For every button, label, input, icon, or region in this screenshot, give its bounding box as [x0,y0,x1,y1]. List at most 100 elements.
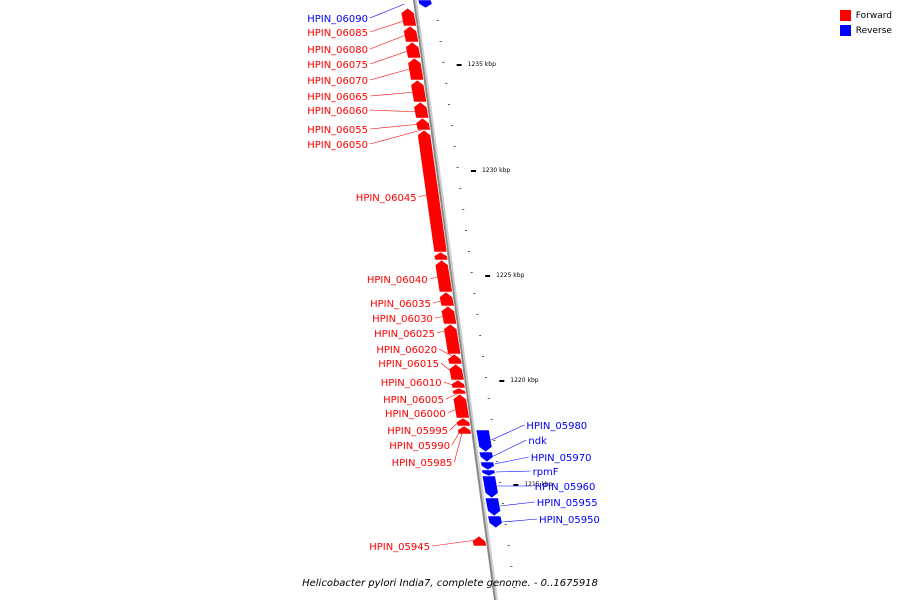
gene-block [410,79,428,103]
leader-line [491,424,525,441]
minor-tick [465,230,468,231]
gene-block [440,305,458,325]
gene-block [400,7,417,27]
leader-line [418,193,431,198]
minor-tick [482,356,485,357]
minor-tick [504,524,507,525]
kbp-tick-label: 1225 kbp [496,272,524,279]
gene-label: HPIN_06035 [370,299,431,310]
gene-label: HPIN_05960 [535,482,596,493]
minor-tick [442,62,445,63]
gene-label: HPIN_05955 [537,498,598,509]
gene-block [417,0,433,9]
gene-block [456,417,471,427]
gene-label: HPIN_06045 [356,193,417,204]
minor-tick [496,461,499,462]
leader-line [438,348,453,357]
kbp-tick [499,380,505,382]
gene-block [472,535,488,547]
legend: Forward Reverse [839,8,892,38]
gene-block [452,393,470,419]
minor-tick [513,587,516,588]
legend-reverse: Reverse [839,23,892,38]
leader-line [369,3,405,19]
gene-block [413,101,430,119]
leader-line [500,501,535,507]
gene-block [439,291,455,307]
gene-label: rpmF [533,467,559,478]
leader-line [493,439,527,457]
gene-label: HPIN_06090 [307,14,368,25]
leader-line [449,419,461,431]
gene-label: HPIN_06010 [381,378,442,389]
leader-line [369,129,422,145]
kbp-tick-label: 1230 kbp [482,167,510,174]
minor-tick [470,272,473,273]
gene-block [475,429,493,453]
gene-block [434,259,453,293]
genome-caption: Helicobacter pylori India7, complete gen… [302,578,598,589]
minor-tick [450,125,453,126]
gene-label: HPIN_06000 [385,409,446,420]
kbp-tick [513,484,519,486]
minor-tick [445,83,448,84]
gene-label: HPIN_05995 [387,426,448,437]
kbp-tick [456,64,462,66]
minor-tick [490,419,493,420]
leader-line [369,123,421,130]
minor-tick [499,482,502,483]
gene-label: HPIN_06030 [372,314,433,325]
gene-block [403,25,420,43]
kbp-tick [470,170,476,172]
gene-block [448,363,465,381]
minor-tick [459,188,462,189]
minor-tick [453,146,456,147]
gene-label: HPIN_05990 [389,441,450,452]
gene-block [481,475,499,499]
minor-tick [456,167,459,168]
leader-line [369,67,414,81]
gene-label: HPIN_06015 [378,359,439,370]
gene-block [457,425,472,435]
leader-line [369,91,417,97]
leader-line [429,275,442,280]
legend-forward-label: Forward [855,10,892,21]
minor-tick [448,104,451,105]
minor-tick [439,41,442,42]
kbp-tick-label: 1220 kbp [510,377,538,384]
leader-line [369,49,411,65]
leader-line [369,109,420,113]
minor-tick [467,251,470,252]
gene-block [478,451,494,463]
gene-label: HPIN_05980 [526,421,587,432]
gene-label: HPIN_06055 [307,125,368,136]
minor-tick [479,335,482,336]
leader-line [431,539,477,547]
gene-block [484,497,501,517]
leader-line [440,362,455,375]
gene-label: HPIN_06060 [307,106,368,117]
gene-label: HPIN_06005 [383,395,444,406]
minor-tick [473,293,476,294]
minor-tick [510,566,513,567]
gene-block [405,41,422,59]
genome-axis [413,0,496,601]
gene-label: HPIN_06070 [307,76,368,87]
legend-forward: Forward [839,8,892,23]
minor-tick [462,209,465,210]
leader-line [369,19,407,33]
leader-line [454,431,463,463]
leader-line [436,329,449,334]
leader-line [432,299,445,304]
gene-label: HPIN_05945 [369,542,430,553]
leader-line [495,470,531,473]
minor-tick [507,545,510,546]
gene-label: HPIN_05970 [531,453,592,464]
minor-tick [436,20,439,21]
gene-block [447,353,463,365]
gene-label: HPIN_06065 [307,92,368,103]
gene-label: HPIN_06085 [307,28,368,39]
gene-block [443,323,462,355]
leader-line [434,315,447,319]
